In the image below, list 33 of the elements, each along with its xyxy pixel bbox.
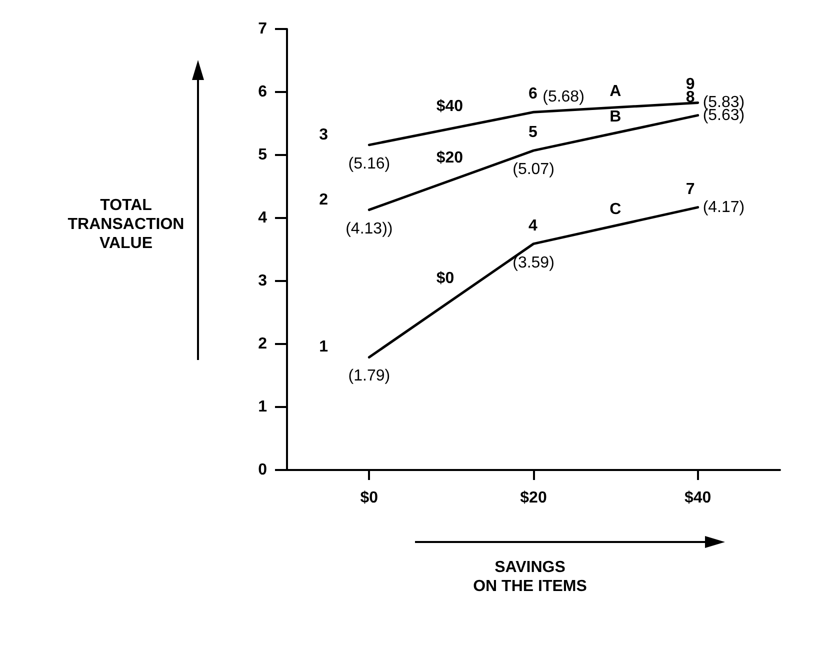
annotation: 3	[319, 126, 328, 144]
y-tick-label: 2	[258, 336, 268, 352]
data-label: (4.17)	[702, 198, 745, 216]
data-label: (5.07)	[512, 161, 554, 178]
y-tick-label: 0	[258, 462, 268, 478]
y-tick-label: 4	[258, 210, 268, 226]
annotation: C	[610, 201, 622, 218]
y-tick-label: 1	[258, 398, 268, 416]
annotation: 5	[528, 124, 538, 142]
y-tick-label: 5	[258, 146, 268, 164]
data-label: (5.16)	[348, 155, 390, 172]
y-tick-label: 7	[258, 20, 268, 38]
x-tick-label: $40	[684, 490, 712, 506]
annotation: 7	[686, 180, 695, 198]
x-tick-label: $20	[520, 490, 547, 506]
y-axis-title: TOTAL TRANSACTION VALUE	[66, 196, 186, 253]
data-label: (1.79)	[348, 368, 390, 385]
annotation: A	[610, 82, 622, 100]
annotation: 1	[319, 338, 328, 356]
y-tick-label: 6	[258, 84, 268, 100]
y-tick-label: 3	[258, 272, 268, 290]
x-tick-label: $0	[360, 490, 378, 506]
annotation: 6	[528, 86, 538, 103]
series-label: $0	[436, 270, 454, 288]
series-label: $20	[436, 150, 464, 167]
data-label: (4.13))	[346, 220, 393, 238]
annotation: 2	[319, 191, 328, 208]
annotation: 4	[528, 217, 538, 234]
series-label: $40	[436, 98, 464, 116]
annotation: B	[610, 108, 622, 126]
data-label: (5.68)	[542, 88, 584, 106]
data-label: (3.59)	[512, 254, 554, 272]
x-axis-title: SAVINGS ON THE ITEMS	[472, 558, 588, 596]
